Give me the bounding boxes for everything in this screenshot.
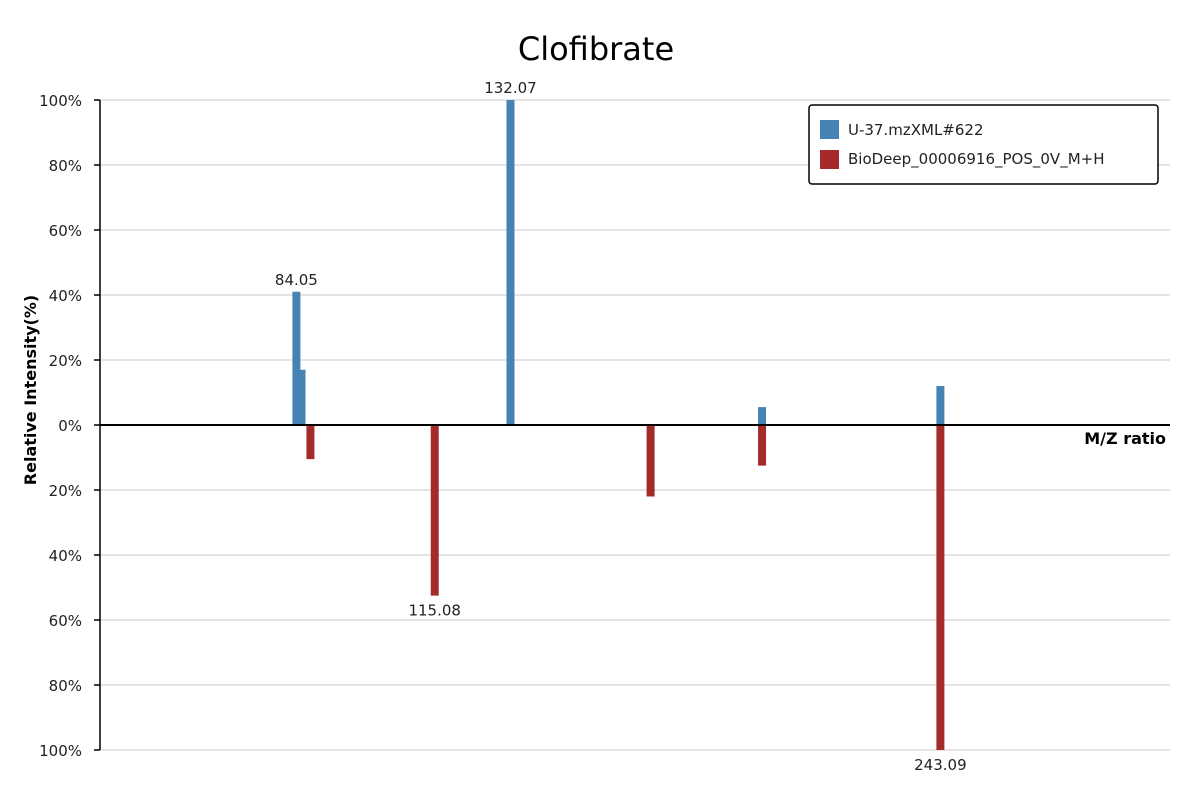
y-axis-title: Relative Intensity(%): [21, 295, 40, 485]
bar-data-label: 84.05: [275, 271, 318, 289]
bar-data-label: 132.07: [484, 79, 537, 97]
y-tick-label: 40%: [49, 287, 82, 305]
y-tick-label: 80%: [49, 157, 82, 175]
bar-series-2: [758, 425, 767, 466]
bar-series-1: [758, 407, 767, 425]
bar-series-2: [430, 425, 439, 596]
y-tick-label: 20%: [49, 482, 82, 500]
y-tick-label: 60%: [49, 612, 82, 630]
x-axis-title: M/Z ratio: [1084, 429, 1166, 448]
legend-label-series-1: U-37.mzXML#622: [848, 121, 984, 139]
y-tick-label: 40%: [49, 547, 82, 565]
legend-label-series-2: BioDeep_00006916_POS_0V_M+H: [848, 150, 1104, 169]
y-axis-ticks: 100% 80% 60% 40% 20% 0% 20% 40% 60% 80% 100%: [39, 92, 100, 760]
y-tick-label: 100%: [39, 742, 82, 760]
y-tick-label: 60%: [49, 222, 82, 240]
chart-title: Clofibrate: [518, 30, 674, 68]
bar-data-label: 243.09: [914, 756, 967, 774]
legend-box: [808, 104, 1159, 185]
bar-data-label: 115.08: [408, 602, 461, 620]
bar-series-2: [646, 425, 655, 497]
legend-swatch-series-1: [820, 120, 839, 139]
y-tick-label: 0%: [58, 417, 82, 435]
y-tick-label: 20%: [49, 352, 82, 370]
bar-series-1: [936, 386, 945, 425]
bar-series-2: [306, 425, 315, 460]
grid-lines: [100, 99, 1170, 751]
bar-series-1: [506, 100, 515, 425]
bar-labels: 84.05 132.07 115.08 243.09: [275, 79, 967, 774]
bar-series-1: [297, 369, 306, 425]
bar-series-2: [936, 425, 945, 750]
y-tick-label: 80%: [49, 677, 82, 695]
bars: [292, 100, 945, 750]
y-tick-label: 100%: [39, 92, 82, 110]
legend-swatch-series-2: [820, 150, 839, 169]
legend: U-37.mzXML#622 BioDeep_00006916_POS_0V_M…: [808, 104, 1159, 185]
bar-series-1: [292, 291, 301, 425]
